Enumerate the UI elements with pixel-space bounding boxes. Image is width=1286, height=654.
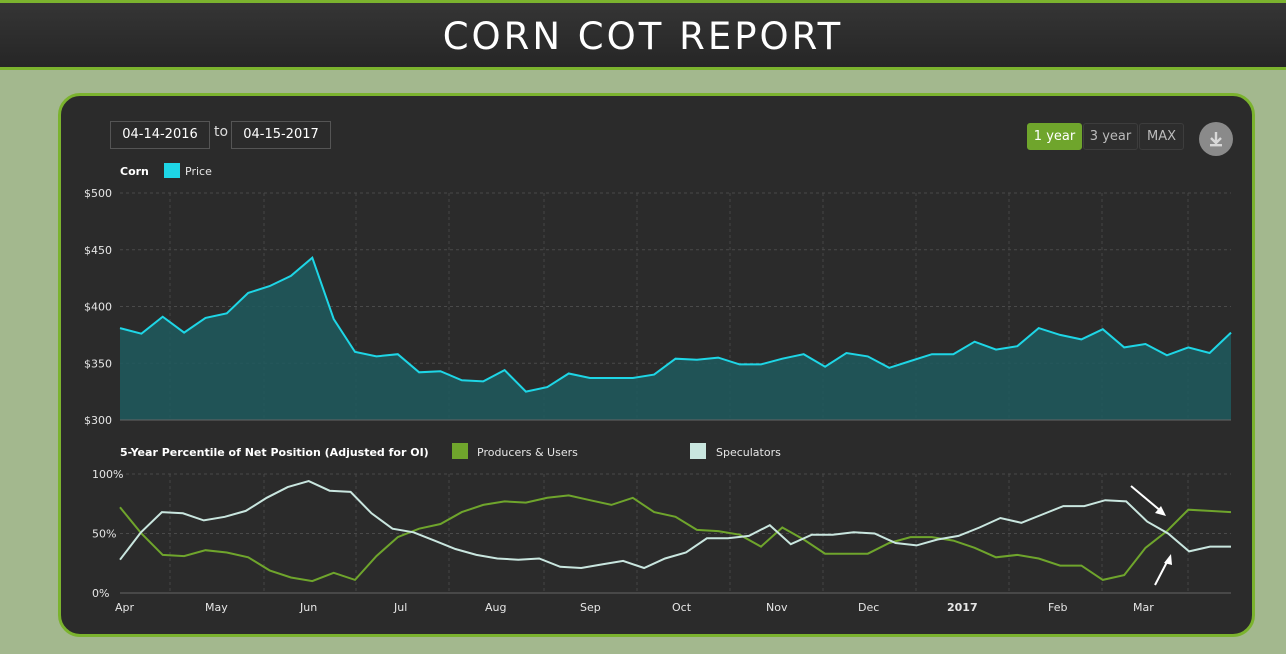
cot-x-tick-label: Nov	[766, 601, 788, 614]
price-chart-label: Corn	[120, 165, 149, 178]
annotation-arrowhead-down	[1155, 506, 1166, 516]
speculators-line	[119, 480, 1231, 570]
cot-x-tick-label: Aug	[485, 601, 506, 614]
speculators-legend-swatch[interactable]	[690, 443, 706, 459]
date-range-separator: to	[214, 124, 229, 140]
annotation-arrowhead-up	[1164, 554, 1172, 565]
date-from-input[interactable]: 04-14-2016	[110, 121, 210, 149]
annotation-arrow-down	[1130, 485, 1163, 513]
cot-x-tick-label: Feb	[1048, 601, 1067, 614]
cot-x-tick-label: Jul	[393, 601, 407, 614]
price-legend-label: Price	[185, 165, 212, 178]
price-y-tick-label: $400	[84, 301, 112, 314]
page-header: CORN COT REPORT	[0, 0, 1286, 70]
cot-x-tick-label: Mar	[1133, 601, 1154, 614]
range-3-year-button[interactable]: 3 year	[1083, 123, 1138, 150]
price-y-tick-label: $450	[84, 244, 112, 257]
producers-legend-swatch[interactable]	[452, 443, 468, 459]
cot-y-tick-label: 100%	[92, 468, 123, 481]
cot-x-tick-label: Sep	[580, 601, 601, 614]
cot-x-tick-label: Dec	[858, 601, 879, 614]
download-button[interactable]	[1199, 122, 1233, 156]
price-legend-swatch[interactable]	[164, 163, 180, 178]
cot-x-tick-label: Oct	[672, 601, 692, 614]
cot-y-tick-label: 0%	[92, 587, 109, 600]
annotation-arrow-up	[1154, 559, 1169, 586]
producers-users-line	[119, 494, 1232, 583]
price-y-tick-label: $300	[84, 414, 112, 427]
range-1-year-button[interactable]: 1 year	[1027, 123, 1082, 150]
download-icon	[1210, 132, 1222, 147]
cot-x-tick-label: 2017	[947, 601, 978, 614]
speculators-legend-label: Speculators	[716, 446, 781, 459]
cot-x-tick-label: Apr	[115, 601, 135, 614]
cot-x-tick-label: Jun	[299, 601, 317, 614]
price-area	[120, 257, 1231, 420]
price-y-tick-label: $500	[84, 187, 112, 200]
cot-chart-label: 5-Year Percentile of Net Position (Adjus…	[120, 446, 429, 459]
date-to-input[interactable]: 04-15-2017	[231, 121, 331, 149]
producers-legend-label: Producers & Users	[477, 446, 578, 459]
cot-y-tick-label: 50%	[92, 528, 116, 541]
price-y-tick-label: $350	[84, 357, 112, 370]
range-max-button[interactable]: MAX	[1139, 123, 1184, 150]
page-title: CORN COT REPORT	[442, 15, 844, 58]
price-line	[119, 255, 1232, 393]
cot-x-tick-label: May	[205, 601, 228, 614]
